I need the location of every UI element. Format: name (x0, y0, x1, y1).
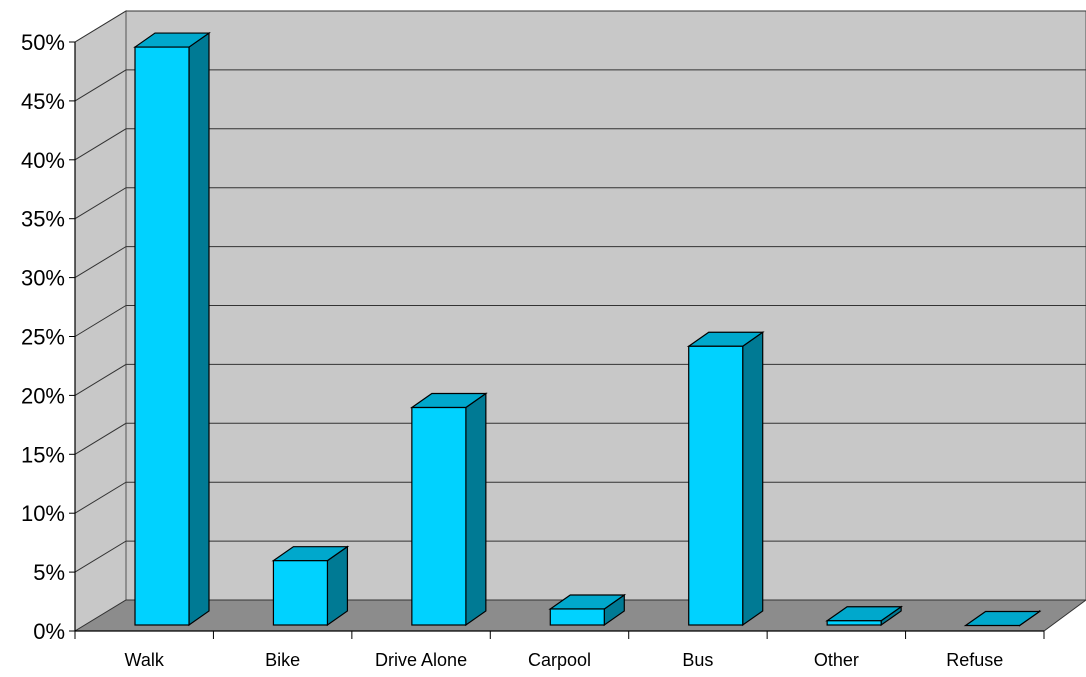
bar-side (188, 31, 210, 627)
bar-front (411, 406, 467, 626)
gridline (74, 10, 1086, 43)
bar-bike (271, 545, 350, 627)
y-tick-label: 0% (33, 619, 65, 644)
x-tick-label: Refuse (946, 650, 1003, 670)
gridline (74, 540, 1086, 573)
bar-front (549, 608, 605, 626)
x-tick-label: Carpool (528, 650, 591, 670)
bar-front (826, 620, 882, 626)
x-tick-label: Other (814, 650, 859, 670)
bar-side (742, 331, 764, 627)
bar-top (963, 610, 1042, 627)
bar-other (825, 605, 904, 627)
y-tick-label: 20% (21, 383, 65, 408)
bar-drive-alone (409, 392, 488, 627)
gridline (74, 422, 1086, 455)
gridlines (74, 10, 1086, 573)
bar-walk (133, 31, 211, 627)
x-tick-label: Bike (265, 650, 300, 670)
gridline (74, 128, 1086, 161)
y-tick-label: 15% (21, 442, 65, 467)
y-tick-labels: 0% 5% 10% 15% 20% 25% 30% 35% 40% 45% 50% (21, 30, 65, 644)
bar-front (688, 345, 744, 626)
bars (133, 31, 1042, 627)
y-tick-label: 30% (21, 266, 65, 291)
y-tick-label: 45% (21, 89, 65, 114)
y-tick-label: 5% (33, 560, 65, 585)
gridline (74, 69, 1086, 102)
x-tick-label: Bus (682, 650, 713, 670)
bar-bus (686, 331, 765, 627)
bar-carpool (548, 593, 627, 627)
y-tick-label: 40% (21, 148, 65, 173)
y-tick-label: 50% (21, 30, 65, 55)
x-tick-labels: Walk Bike Drive Alone Carpool Bus Other Refuse (125, 650, 1004, 670)
gridline (74, 363, 1086, 396)
bar-side (465, 392, 487, 627)
gridline (74, 246, 1086, 279)
gridline (74, 481, 1086, 514)
y-tick-label: 25% (21, 325, 65, 350)
x-tick-label: Walk (125, 650, 165, 670)
axes (69, 41, 1045, 639)
gridline (74, 187, 1086, 220)
x-tick-label: Drive Alone (375, 650, 467, 670)
gridline (74, 305, 1086, 337)
bar-refuse (963, 609, 1042, 627)
chart-walls (73, 10, 1086, 632)
bar-front (134, 46, 190, 626)
bar-front (272, 560, 329, 626)
y-tick-label: 35% (21, 207, 65, 232)
y-tick-label: 10% (21, 501, 65, 526)
